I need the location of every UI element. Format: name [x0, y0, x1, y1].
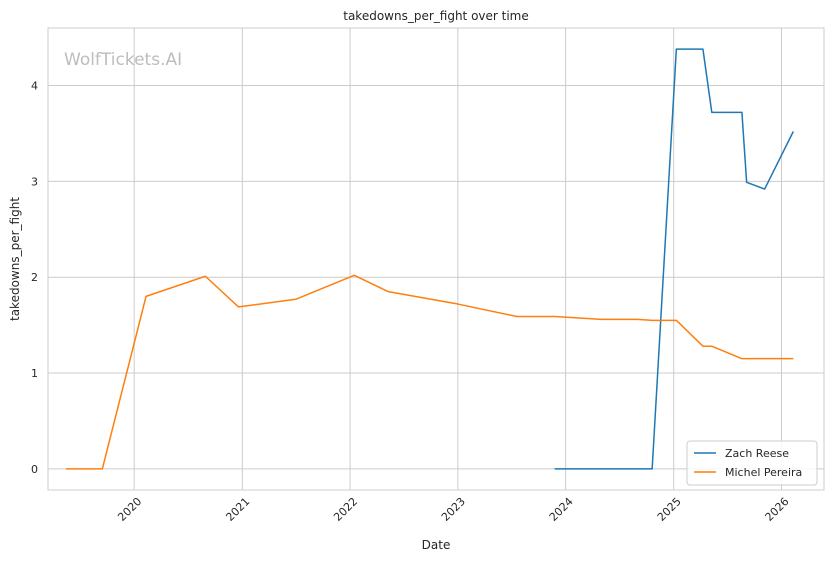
x-gridlines	[133, 28, 782, 490]
y-tick-label-4: 4	[31, 80, 38, 93]
series-line-michel-pereira	[66, 274, 794, 470]
y-tick-label-1: 1	[31, 367, 38, 380]
y-gridlines	[48, 85, 824, 470]
series-line-zach-reese	[554, 48, 794, 470]
plot-area-frame	[47, 27, 825, 491]
y-tick-label-3: 3	[31, 175, 38, 188]
watermark: WolfTickets.AI	[64, 50, 182, 70]
legend-label-michel-pereira: Michel Pereira	[725, 466, 802, 479]
y-axis-title: takedowns_per_fight	[8, 197, 22, 321]
legend-label-zach-reese: Zach Reese	[725, 447, 789, 460]
chart-title: takedowns_per_fight over time	[343, 9, 529, 23]
y-tick-label-2: 2	[31, 271, 38, 284]
y-tick-label-0: 0	[31, 463, 38, 476]
legend: Zach Reese Michel Pereira	[686, 440, 818, 486]
x-axis-title: Date	[422, 538, 451, 552]
series-lines	[66, 48, 794, 470]
y-tick-labels: 0 1 2 3 4	[31, 80, 38, 476]
legend-box	[686, 440, 818, 486]
